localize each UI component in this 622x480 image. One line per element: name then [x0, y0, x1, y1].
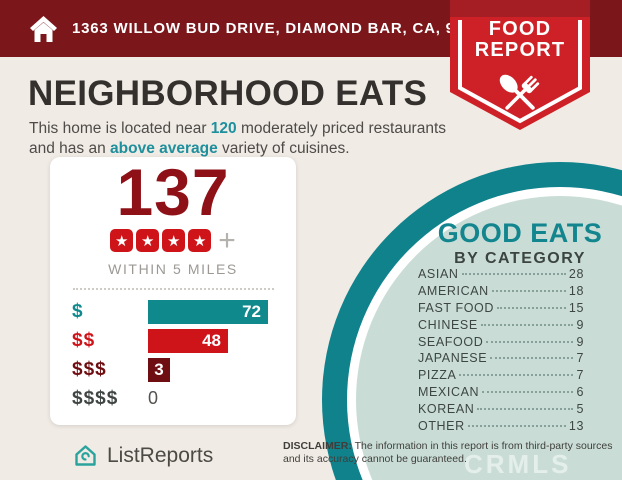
badge-line-1: FOOD: [488, 18, 552, 40]
summary-card: 137 ★ ★ ★ ★ + WITHIN 5 MILES $72 $$ 48 $$$ 3 $$$…: [50, 157, 296, 425]
category-row: SEAFOOD 9: [418, 335, 584, 352]
badge-line-2: REPORT: [474, 39, 566, 61]
listreports-logo: ListReports: [72, 442, 213, 469]
price-tier-label: $$$$: [72, 387, 119, 409]
dotted-leader: [477, 408, 574, 411]
dotted-leader: [490, 357, 574, 360]
category-label: CHINESE: [418, 317, 478, 332]
star-icon: ★: [162, 229, 186, 253]
category-count: 6: [576, 385, 584, 400]
brand-name: ListReports: [107, 443, 214, 467]
crmls-watermark: CRMLS: [464, 449, 572, 479]
radius-caption: WITHIN 5 MILES: [108, 260, 238, 277]
disclaimer-text: The information in this report is from t…: [283, 440, 613, 466]
category-label: KOREAN: [418, 402, 475, 417]
price-tier-row: $72: [72, 299, 271, 324]
ribbon-shape: [450, 0, 590, 130]
price-tier-row: $$ 48: [72, 328, 271, 353]
dotted-divider: [73, 287, 274, 290]
bar: 72: [148, 299, 268, 324]
price-tier-label: $$$: [72, 358, 107, 380]
dotted-leader: [482, 391, 574, 394]
category-label: ASIAN: [418, 267, 459, 281]
category-row: JAPANESE 7: [418, 351, 584, 368]
disclaimer-label: DISCLAIMER:: [283, 440, 352, 452]
category-label: MEXICAN: [418, 385, 480, 400]
bar-track: 48: [148, 328, 271, 353]
category-count: 15: [568, 300, 584, 315]
category-count: 7: [576, 351, 584, 366]
category-label: FAST FOOD: [418, 300, 495, 315]
category-count: 9: [576, 317, 584, 332]
good-eats-subtitle: BY CATEGORY: [454, 250, 586, 267]
bar-track: 0: [148, 387, 271, 411]
intro-part-1: This home is located near: [29, 120, 211, 137]
price-tier-label: $: [72, 300, 84, 322]
category-row: FAST FOOD 15: [418, 301, 584, 318]
star-tiles: ★ ★ ★ ★: [110, 229, 212, 253]
category-label: JAPANESE: [418, 351, 488, 366]
dotted-leader: [480, 323, 574, 326]
category-row: ASIAN 28: [418, 267, 584, 284]
category-count: 7: [576, 368, 584, 383]
price-tier-row: $$$$ 0: [72, 387, 271, 411]
category-label: SEAFOOD: [418, 334, 484, 349]
dotted-leader: [459, 374, 574, 377]
category-row: MEXICAN 6: [418, 385, 584, 402]
star-icon: ★: [136, 229, 160, 253]
price-tier-label: $$: [72, 329, 96, 351]
page-title: NEIGHBORHOOD EATS: [28, 74, 428, 113]
bar-track: 72: [148, 299, 271, 324]
disclaimer: DISCLAIMER: The information in this repo…: [283, 440, 617, 466]
category-count: 18: [568, 283, 584, 298]
good-eats-heading: GOOD EATS BY CATEGORY: [408, 218, 622, 268]
category-label: AMERICAN: [418, 283, 489, 298]
intro-text: This home is located near 120 moderately…: [29, 119, 454, 160]
category-count: 5: [576, 402, 584, 417]
variety-highlight: above average: [110, 140, 218, 158]
intro-part-3: variety of cuisines.: [217, 140, 350, 158]
bar: 3: [148, 357, 170, 382]
rating-stars: ★ ★ ★ ★ +: [50, 223, 296, 257]
category-row: PIZZA 7: [418, 368, 584, 385]
category-label: OTHER: [418, 419, 465, 434]
intro-part-2: moderately priced restaurants and has an: [29, 120, 447, 158]
category-count: 13: [568, 419, 584, 434]
dotted-leader: [491, 289, 566, 292]
restaurant-count-highlight: 120: [210, 120, 237, 137]
dotted-leader: [486, 340, 574, 343]
category-row: KOREAN 5: [418, 402, 584, 419]
price-tier-row: $$$ 3: [72, 357, 271, 382]
property-address: 1363 WILLOW BUD DRIVE, DIAMOND BAR, CA, …: [72, 20, 492, 37]
bar-value-zero: 0: [148, 388, 159, 409]
category-row: CHINESE 9: [418, 318, 584, 335]
listreports-house-icon: [75, 445, 96, 466]
plus-icon: +: [218, 223, 236, 257]
crossed-spoon-fork-icon: [499, 74, 540, 110]
bar-track: 3: [148, 357, 271, 382]
star-icon: ★: [110, 229, 134, 253]
total-restaurant-count: 137: [116, 155, 230, 229]
food-report-badge: FOOD REPORT: [450, 0, 590, 136]
category-row: OTHER 13: [418, 419, 584, 436]
category-list: ASIAN 28 AMERICAN 18 FAST FOOD 15 CHINESE 9 SEAF…: [418, 267, 584, 436]
good-eats-title: GOOD EATS: [437, 218, 603, 248]
dotted-leader: [461, 273, 566, 275]
star-icon: ★: [188, 229, 212, 253]
badge-title: FOOD REPORT: [450, 19, 590, 61]
dotted-leader: [497, 306, 566, 309]
category-label: PIZZA: [418, 368, 457, 383]
price-bar-chart: $72 $$ 48 $$$ 3 $$$$ 0: [50, 299, 296, 411]
home-icon: [30, 16, 57, 42]
category-count: 9: [576, 334, 584, 349]
category-row: AMERICAN 18: [418, 284, 584, 301]
bar: 48: [148, 328, 228, 353]
dotted-leader: [467, 425, 566, 428]
category-count: 28: [568, 267, 584, 281]
